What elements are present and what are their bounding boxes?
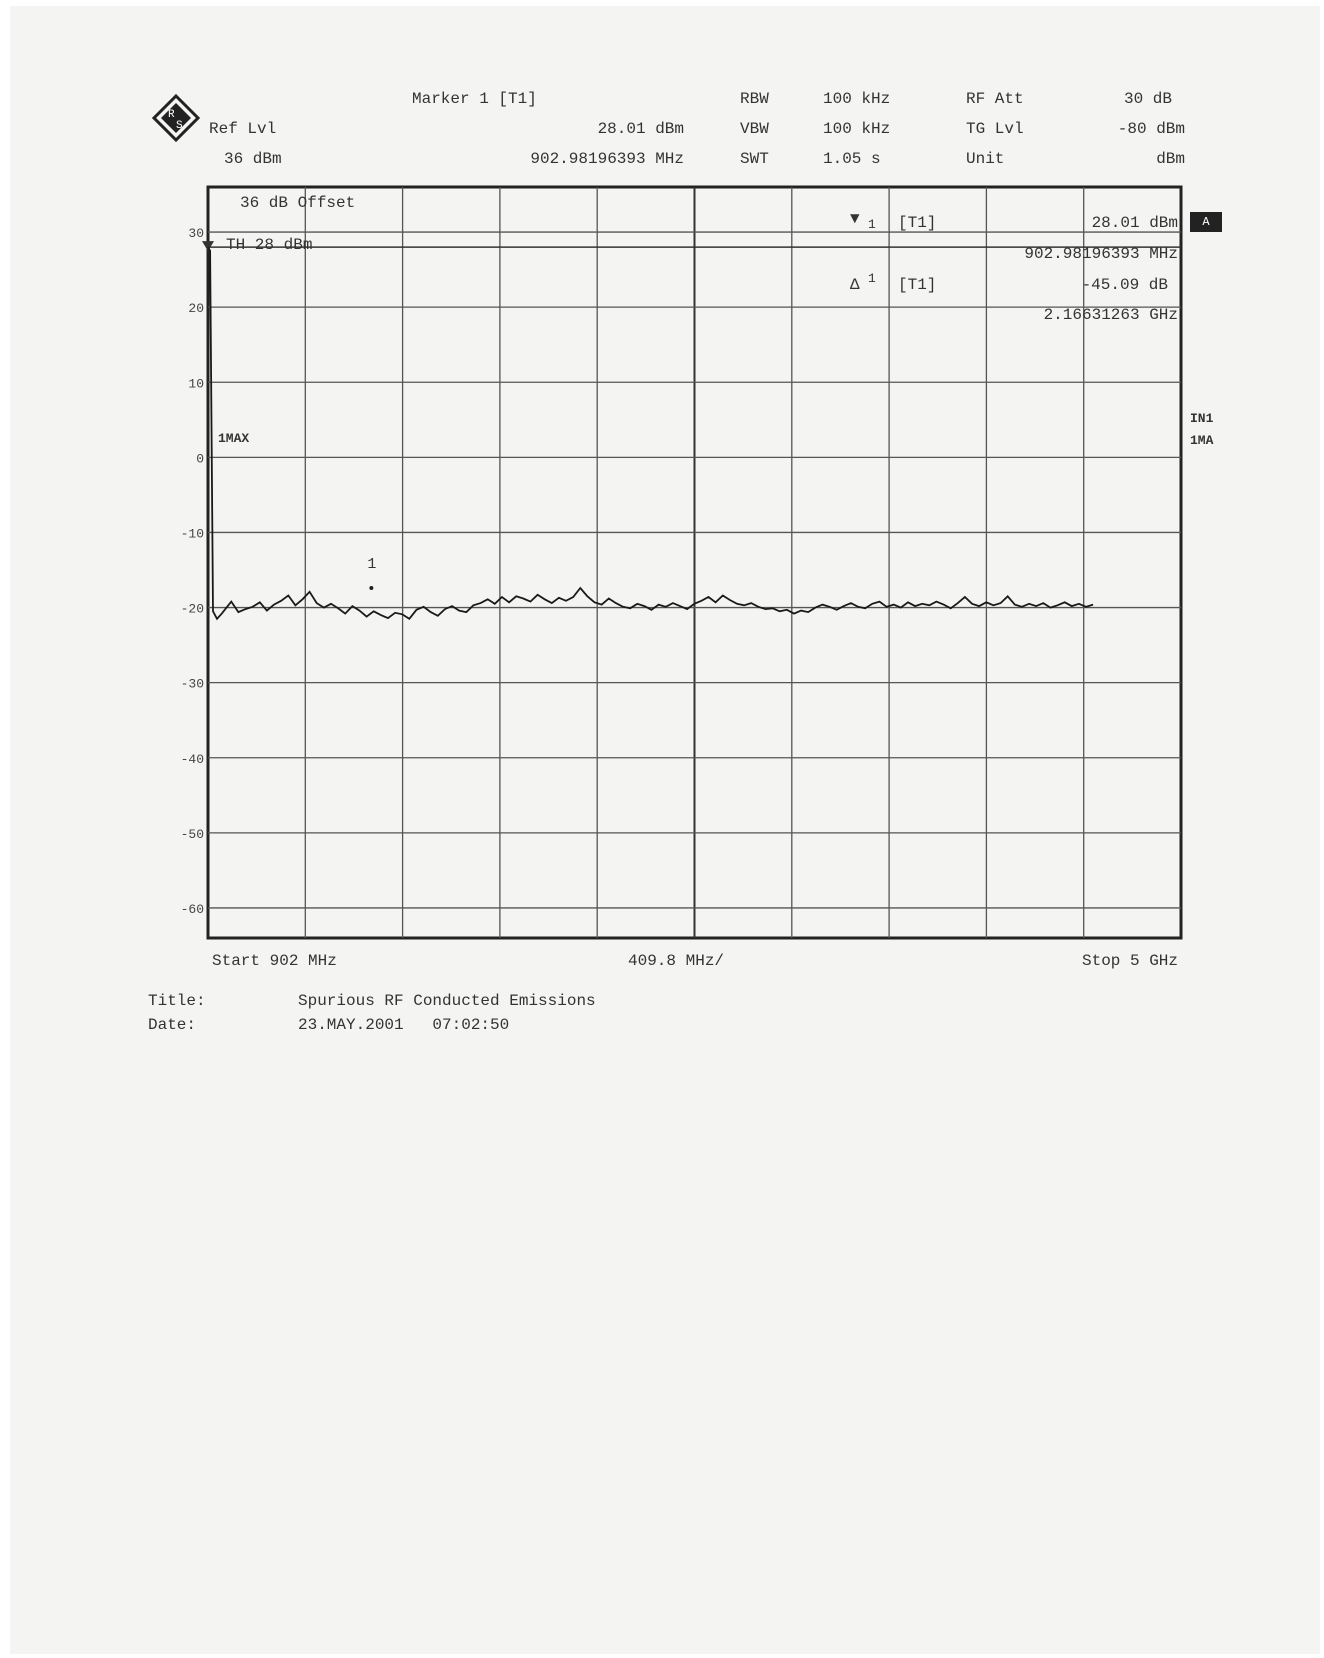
rbw-label: RBW (740, 90, 769, 108)
date-label: Date: (148, 1016, 197, 1034)
ref-lvl-label: Ref Lvl (209, 120, 277, 138)
start-frequency: Start 902 MHz (212, 952, 337, 970)
y-tick-label: -10 (181, 526, 204, 541)
svg-text:S: S (176, 120, 183, 132)
y-tick-label: 10 (188, 376, 204, 391)
threshold-marker-icon (202, 241, 214, 252)
vbw-value: 100 kHz (823, 120, 891, 138)
marker-frequency: 902.98196393 MHz (530, 150, 684, 168)
y-tick-label: 20 (188, 301, 204, 316)
offset-text: 36 dB Offset (240, 194, 356, 212)
swt-label: SWT (740, 150, 769, 168)
marker-level: 28.01 dBm (597, 120, 684, 138)
marker1-frequency: 902.98196393 MHz (1024, 245, 1178, 263)
delta-symbol-icon: Δ (850, 276, 860, 294)
swt-value: 1.05 s (823, 150, 881, 168)
marker-label: Marker 1 [T1] (412, 90, 537, 108)
marker-1-label: 1 (367, 556, 376, 573)
stop-frequency: Stop 5 GHz (1081, 952, 1178, 970)
marker1-level: 28.01 dBm (1091, 214, 1178, 232)
title-label: Title: (148, 992, 206, 1010)
y-tick-label: -40 (181, 752, 204, 767)
y-tick-label: 30 (188, 226, 204, 241)
input-indicator: IN1 (1190, 411, 1214, 426)
title-value: Spurious RF Conducted Emissions (298, 992, 596, 1010)
y-tick-label: -50 (181, 827, 204, 842)
span-per-division: 409.8 MHz/ (628, 952, 725, 970)
trace-a-badge: A (1190, 212, 1222, 232)
date-value: 23.MAY.2001 07:02:50 (298, 1016, 510, 1034)
tg-lvl-value: -80 dBm (1117, 120, 1185, 138)
marker1-symbol-icon: ▼ (850, 210, 860, 228)
rbw-value: 100 kHz (823, 90, 891, 108)
delta-tag: 1 (868, 271, 876, 286)
rs-logo-icon: R S (152, 94, 200, 142)
rf-att-label: RF Att (966, 90, 1024, 108)
tg-lvl-label: TG Lvl (966, 120, 1024, 138)
trace-mode-label: 1MAX (218, 431, 250, 446)
unit-value: dBm (1156, 150, 1185, 168)
delta-frequency: 2.16631263 GHz (1043, 306, 1178, 324)
delta-ref: [T1] (898, 276, 937, 294)
marker1-ref: [T1] (898, 214, 937, 232)
trace-1-line (207, 246, 1094, 621)
delta-level: -45.09 dB (1081, 276, 1168, 294)
y-tick-label: 0 (196, 451, 204, 466)
spectrum-chart: 30 20 10 0 -10 -20 -30 -40 -50 -60 1 (181, 185, 1183, 940)
ref-lvl-value: 36 dBm (224, 150, 282, 168)
rf-att-value: 30 dB (1123, 90, 1172, 108)
unit-label: Unit (966, 150, 1005, 168)
y-tick-label: -30 (181, 677, 204, 692)
trace-indicator: 1MA (1190, 433, 1214, 448)
y-tick-label: -60 (181, 902, 204, 917)
svg-text:R: R (168, 109, 175, 121)
vbw-label: VBW (740, 120, 769, 138)
marker1-tag: 1 (868, 217, 876, 232)
scanned-page (10, 6, 1320, 1654)
threshold-label: TH 28 dBm (226, 236, 313, 254)
marker-1-point (369, 586, 374, 591)
y-tick-label: -20 (181, 602, 204, 617)
